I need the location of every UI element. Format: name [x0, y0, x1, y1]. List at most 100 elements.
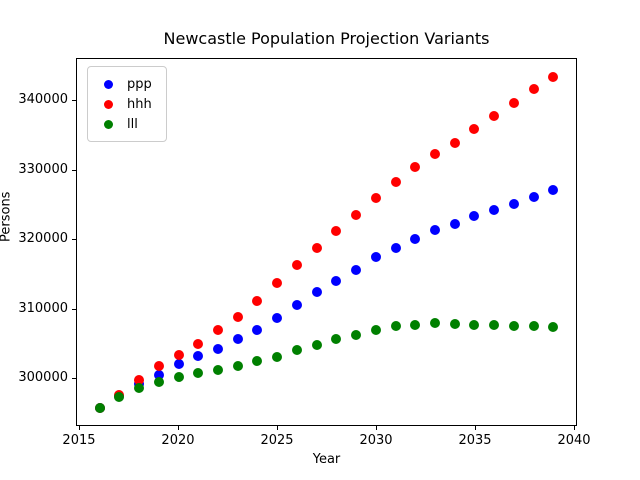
legend-item-lll: lll — [98, 114, 152, 134]
data-point-lll — [331, 334, 342, 345]
x-tick-label: 2040 — [557, 433, 591, 448]
data-point-lll — [252, 356, 263, 367]
data-point-ppp — [272, 312, 283, 323]
legend-marker-ppp-icon — [104, 79, 113, 89]
data-point-ppp — [193, 350, 204, 361]
data-point-hhh — [449, 137, 460, 148]
x-tick-label: 2015 — [62, 433, 96, 448]
data-point-lll — [153, 377, 164, 388]
y-tick — [72, 169, 76, 171]
data-point-hhh — [193, 338, 204, 349]
y-tick-label: 340000 — [18, 92, 68, 108]
data-point-ppp — [429, 225, 440, 236]
data-point-hhh — [232, 311, 243, 322]
x-tick-label: 2030 — [359, 433, 393, 448]
data-point-lll — [370, 324, 381, 335]
data-point-lll — [291, 345, 302, 356]
data-point-lll — [94, 403, 105, 414]
data-point-hhh — [528, 84, 539, 95]
legend-item-hhh: hhh — [98, 94, 152, 114]
data-point-hhh — [410, 162, 421, 173]
y-tick-label: 320000 — [18, 231, 68, 247]
data-point-lll — [232, 360, 243, 371]
data-point-hhh — [134, 375, 145, 386]
x-tick — [475, 426, 477, 430]
x-tick — [177, 426, 179, 430]
y-tick-label: 330000 — [18, 161, 68, 177]
data-point-hhh — [489, 111, 500, 122]
data-point-hhh — [370, 193, 381, 204]
data-point-lll — [213, 364, 224, 375]
data-point-lll — [469, 319, 480, 330]
data-point-hhh — [351, 210, 362, 221]
data-point-lll — [508, 321, 519, 332]
data-point-lll — [272, 352, 283, 363]
data-point-ppp — [351, 264, 362, 275]
data-point-hhh — [331, 225, 342, 236]
data-point-lll — [311, 339, 322, 350]
y-tick — [72, 308, 76, 310]
data-point-lll — [410, 319, 421, 330]
data-point-lll — [134, 382, 145, 393]
data-point-lll — [351, 329, 362, 340]
data-point-ppp — [213, 344, 224, 355]
legend-marker-lll-icon — [104, 119, 113, 129]
x-tick — [574, 426, 576, 430]
data-point-ppp — [469, 210, 480, 221]
y-tick-label: 310000 — [18, 300, 68, 316]
x-tick — [276, 426, 278, 430]
data-point-lll — [193, 368, 204, 379]
data-point-ppp — [410, 233, 421, 244]
data-point-ppp — [232, 334, 243, 345]
chart-title: Newcastle Population Projection Variants — [163, 29, 490, 48]
legend: ppp hhh lll — [87, 66, 167, 142]
data-point-lll — [528, 321, 539, 332]
data-point-hhh — [252, 295, 263, 306]
data-point-ppp — [153, 369, 164, 380]
data-point-lll — [489, 319, 500, 330]
data-point-lll — [449, 319, 460, 330]
y-tick — [72, 239, 76, 241]
y-tick — [72, 100, 76, 102]
data-point-ppp — [291, 299, 302, 310]
x-axis-label: Year — [312, 452, 341, 467]
data-point-hhh — [390, 176, 401, 187]
data-point-hhh — [213, 324, 224, 335]
data-point-lll — [390, 321, 401, 332]
data-point-ppp — [331, 276, 342, 287]
y-tick — [72, 378, 76, 380]
x-tick — [376, 426, 377, 430]
legend-marker-hhh-icon — [104, 99, 113, 109]
data-point-hhh — [272, 278, 283, 289]
data-point-hhh — [548, 71, 559, 82]
data-point-ppp — [311, 286, 322, 297]
data-point-ppp — [528, 192, 539, 203]
data-point-hhh — [153, 361, 164, 372]
data-point-ppp — [252, 324, 263, 335]
data-point-ppp — [489, 204, 500, 215]
data-point-lll — [114, 391, 125, 402]
data-point-hhh — [291, 259, 302, 270]
legend-label-hhh: hhh — [127, 96, 152, 112]
y-tick-label: 300000 — [18, 370, 68, 386]
legend-label-ppp: ppp — [127, 76, 152, 92]
data-point-ppp — [449, 219, 460, 230]
data-point-lll — [548, 321, 559, 332]
x-tick — [78, 426, 80, 430]
data-point-ppp — [508, 199, 519, 210]
x-tick-label: 2020 — [161, 433, 195, 448]
data-point-hhh — [173, 349, 184, 360]
data-point-ppp — [370, 252, 381, 263]
x-tick-label: 2035 — [458, 433, 492, 448]
plot-area: ppp hhh lll — [76, 58, 577, 426]
data-point-hhh — [429, 149, 440, 160]
legend-item-ppp: ppp — [98, 74, 152, 94]
legend-label-lll: lll — [127, 116, 138, 132]
data-point-lll — [429, 318, 440, 329]
data-point-ppp — [548, 185, 559, 196]
data-point-hhh — [469, 123, 480, 134]
data-point-hhh — [311, 243, 322, 254]
data-point-ppp — [390, 242, 401, 253]
data-point-lll — [173, 372, 184, 383]
